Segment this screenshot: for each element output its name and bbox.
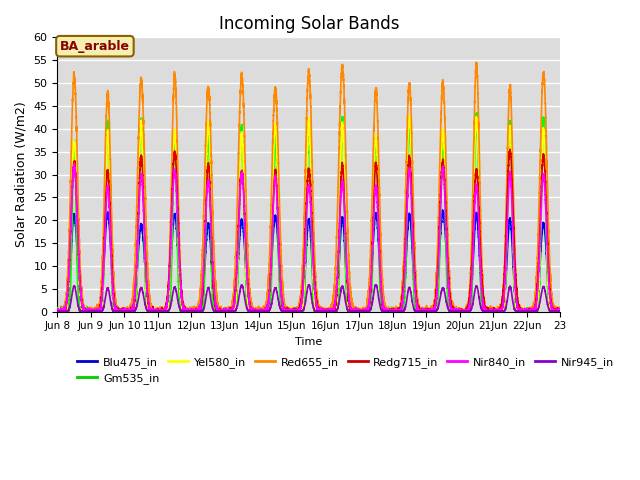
Legend: Blu475_in, Gm535_in, Yel580_in, Red655_in, Redg715_in, Nir840_in, Nir945_in: Blu475_in, Gm535_in, Yel580_in, Red655_i… bbox=[73, 352, 618, 388]
Y-axis label: Solar Radiation (W/m2): Solar Radiation (W/m2) bbox=[15, 102, 28, 247]
X-axis label: Time: Time bbox=[295, 337, 323, 347]
Title: Incoming Solar Bands: Incoming Solar Bands bbox=[219, 15, 399, 33]
Text: BA_arable: BA_arable bbox=[60, 40, 130, 53]
